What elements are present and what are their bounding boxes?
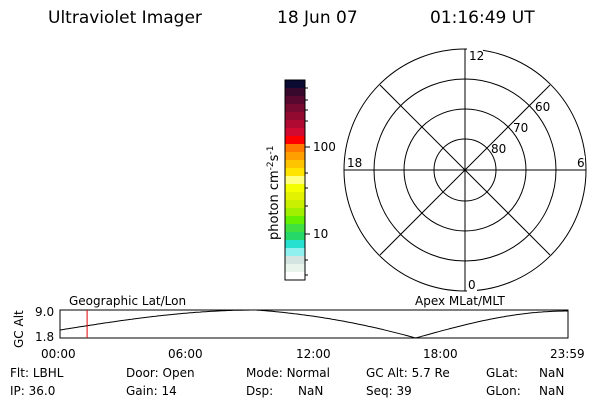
colorbar-band xyxy=(285,112,305,121)
mlt-label-0: 0 xyxy=(468,278,476,292)
colorbar-band xyxy=(285,136,305,145)
mlt-label-12: 12 xyxy=(469,49,484,63)
status-gc-alt: GC Alt: 5.7 Re xyxy=(366,366,450,380)
instrument-title: Ultraviolet Imager xyxy=(48,8,202,28)
status-dsp: Dsp: NaN xyxy=(246,384,324,398)
timeline-xtick-3: 18:00 xyxy=(423,347,458,361)
colorbar-band xyxy=(285,160,305,169)
colorbar-tick-10: 10 xyxy=(313,227,328,241)
colorbar-label: photon cm-2s-1 xyxy=(266,146,282,240)
timeline-xtick-4: 23:59 xyxy=(550,347,585,361)
time-label: 01:16:49 UT xyxy=(430,8,535,28)
colorbar-band xyxy=(285,88,305,97)
colorbar-band xyxy=(285,200,305,209)
colorbar-band xyxy=(285,184,305,193)
colorbar-band xyxy=(285,232,305,241)
timeline-ytick-1.8: 1.8 xyxy=(35,330,54,344)
colorbar-frame xyxy=(284,79,306,281)
colorbar-ticks xyxy=(305,87,310,276)
colorbar-band xyxy=(285,192,305,201)
polar-diagonal-2 xyxy=(379,84,551,256)
colorbar-band xyxy=(285,256,305,265)
colorbar-band xyxy=(285,96,305,105)
colorbar-band xyxy=(285,80,305,89)
colorbar-band xyxy=(285,264,305,273)
colorbar-band xyxy=(285,120,305,129)
status-glat: GLat: NaN xyxy=(486,366,565,380)
colorbar xyxy=(285,80,305,281)
timeline-ytick-9: 9.0 xyxy=(35,305,54,319)
timeline-xtick-2: 12:00 xyxy=(296,347,331,361)
status-filter: Flt: LBHL xyxy=(10,366,64,380)
timeline-right-title: Apex MLat/MLT xyxy=(415,294,505,308)
status-ip: IP: 36.0 xyxy=(10,384,56,398)
status-seq: Seq: 39 xyxy=(366,384,412,398)
colorbar-band xyxy=(285,152,305,161)
colorbar-band xyxy=(285,208,305,217)
colorbar-band xyxy=(285,104,305,113)
timeline-xtick-1: 06:00 xyxy=(168,347,203,361)
status-gain: Gain: 14 xyxy=(126,384,177,398)
lat-label-80: 80 xyxy=(491,142,506,156)
polar-grid xyxy=(343,48,587,292)
colorbar-band xyxy=(285,216,305,225)
lat-label-60: 60 xyxy=(535,100,550,114)
date-label: 18 Jun 07 xyxy=(277,8,358,28)
colorbar-band xyxy=(285,144,305,153)
status-door: Door: Open xyxy=(126,366,195,380)
colorbar-band xyxy=(285,240,305,249)
timeline-frame xyxy=(59,309,569,339)
colorbar-band xyxy=(285,272,305,281)
colorbar-band xyxy=(285,168,305,177)
mlt-label-6: 6 xyxy=(577,156,585,170)
status-mode: Mode: Normal xyxy=(246,366,330,380)
colorbar-band xyxy=(285,128,305,137)
status-glon: GLon: NaN xyxy=(486,384,565,398)
mlt-label-18: 18 xyxy=(347,156,362,170)
colorbar-band xyxy=(285,176,305,185)
gc-altitude-curve xyxy=(59,309,568,339)
timeline-left-title: Geographic Lat/Lon xyxy=(69,294,186,308)
timeline-xtick-0: 00:00 xyxy=(41,347,76,361)
lat-label-70: 70 xyxy=(513,121,528,135)
colorbar-band xyxy=(285,248,305,257)
colorbar-band xyxy=(285,224,305,233)
timeline-ylabel: GC Alt xyxy=(12,310,26,348)
colorbar-tick-100: 100 xyxy=(313,140,336,154)
